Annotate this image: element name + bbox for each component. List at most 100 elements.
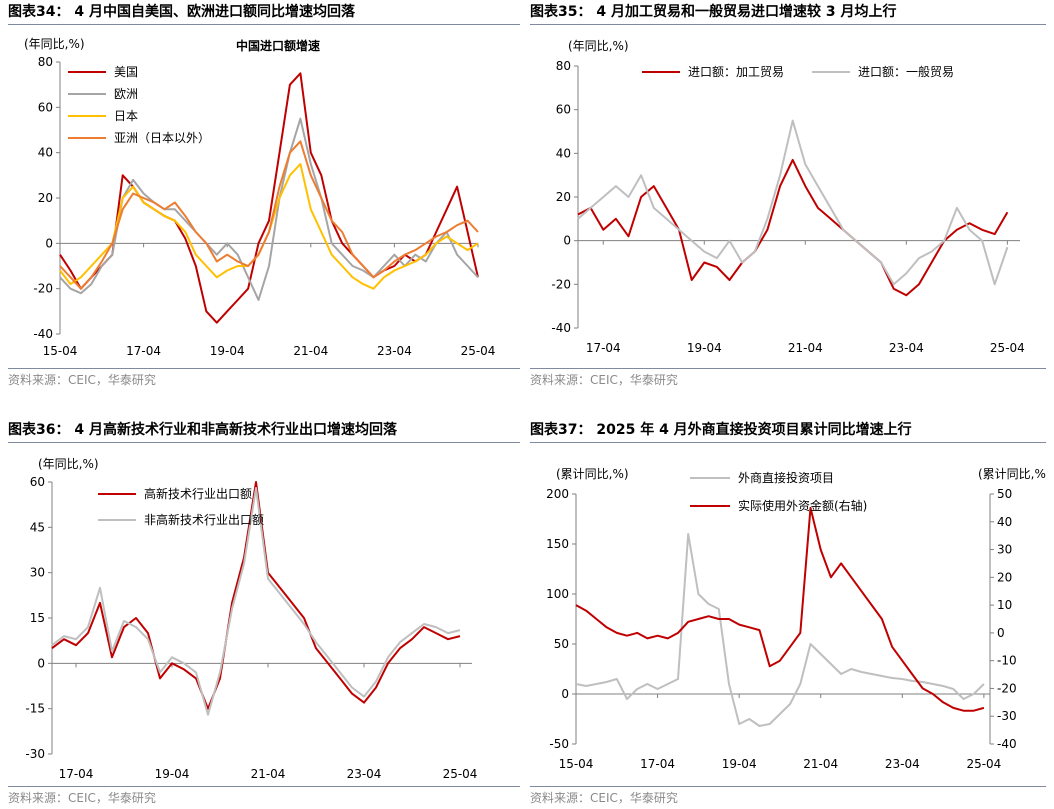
x-tick-label: 17-04 xyxy=(586,341,621,355)
legend-label: 非高新技术行业出口额 xyxy=(144,512,264,527)
figure-title: 图表34： 4 月中国自美国、欧洲进口额同比增速均回落 xyxy=(8,4,355,20)
y-tick-label: 0 xyxy=(37,656,45,670)
series-line-1 xyxy=(51,487,461,716)
y-tick-label: 100 xyxy=(546,587,569,601)
legend-label: 美国 xyxy=(114,65,138,79)
y-tick-label: -50 xyxy=(549,737,569,751)
y-tick-label: 45 xyxy=(30,520,45,534)
y-tick-label: -40 xyxy=(33,327,53,341)
y-tick-label-right: -20 xyxy=(997,681,1017,695)
source-note: 资料来源：CEIC，华泰研究 xyxy=(8,791,156,805)
x-tick-label: 25-04 xyxy=(966,757,1001,771)
x-tick-label: 21-04 xyxy=(788,341,823,355)
series-line-1 xyxy=(575,506,985,712)
y-tick-label-right: 20 xyxy=(997,570,1012,584)
y-axis-label: (年同比,%) xyxy=(24,37,85,51)
x-tick-label: 19-04 xyxy=(722,757,757,771)
chart-35-svg: -40 -20 0 20 40 60 80 17-04 19-04 21-04 23-04 25-04… xyxy=(551,39,1025,355)
legend-label: 高新技术行业出口额 xyxy=(144,486,252,501)
legend-label: 欧洲 xyxy=(114,87,138,101)
x-tick-label: 15-04 xyxy=(43,344,78,358)
figure-title: 图表36： 4 月高新技术行业和非高新技术行业出口增速均回落 xyxy=(8,422,397,438)
x-tick-label: 23-04 xyxy=(347,767,382,781)
x-tick-label: 19-04 xyxy=(687,341,722,355)
y-tick-label: -40 xyxy=(551,321,571,335)
x-tick-label: 21-04 xyxy=(251,767,286,781)
y-tick-label: 150 xyxy=(546,537,569,551)
x-tick-label: 17-04 xyxy=(640,757,675,771)
y-tick-label: -20 xyxy=(33,282,53,296)
y-tick-label: 20 xyxy=(38,191,53,205)
y-tick-label: 40 xyxy=(38,146,53,160)
figure-title: 图表37： 2025 年 4 月外商直接投资项目累计同比增速上行 xyxy=(530,422,912,438)
legend-label: 亚洲（日本以外） xyxy=(114,131,210,145)
y-axis-label: (年同比,%) xyxy=(568,39,629,53)
legend-label: 实际使用外资金额(右轴) xyxy=(738,498,867,513)
y-axis-label: (年同比,%) xyxy=(38,457,99,471)
y-tick-label: -15 xyxy=(25,702,45,716)
x-tick-label: 21-04 xyxy=(803,757,838,771)
x-tick-label: 21-04 xyxy=(293,344,328,358)
y-tick-label: 80 xyxy=(556,59,571,73)
series-line-0 xyxy=(577,158,1009,297)
chart-34-svg: -40 -20 0 20 40 60 80 15-04 17-04 19-04 21-04 23-04… xyxy=(24,37,496,358)
y-tick-label: 60 xyxy=(556,103,571,117)
source-note: 资料来源：CEIC，华泰研究 xyxy=(8,373,156,387)
chart-title: 中国进口额增速 xyxy=(236,38,320,53)
y-tick-label-right: 50 xyxy=(997,487,1012,501)
y-tick-label-right: 30 xyxy=(997,543,1012,557)
y-tick-label-right: -40 xyxy=(997,737,1017,751)
y-tick-label-right: 0 xyxy=(997,626,1005,640)
figure-title: 图表35： 4 月加工贸易和一般贸易进口增速较 3 月均上行 xyxy=(530,4,897,20)
legend-label: 外商直接投资项目 xyxy=(738,470,834,485)
y-tick-label: 0 xyxy=(561,687,569,701)
series-line-0 xyxy=(51,481,461,710)
y-tick-label: 60 xyxy=(30,475,45,489)
panel-chart-37: 图表37： 2025 年 4 月外商直接投资项目累计同比增速上行 -50 0 50 1… xyxy=(530,418,1046,809)
panel-chart-36: 图表36： 4 月高新技术行业和非高新技术行业出口增速均回落 -30 -15 0 15… xyxy=(8,418,520,809)
panel-chart-35: 图表35： 4 月加工贸易和一般贸易进口增速较 3 月均上行 -40 -20 0 20… xyxy=(530,0,1046,400)
y-axis-label-right: (累计同比,%) xyxy=(978,467,1046,481)
x-tick-label: 17-04 xyxy=(59,767,94,781)
x-tick-label: 19-04 xyxy=(155,767,190,781)
chart-37-svg: -50 0 50 100 150 200 -40 -30 -20 -10 0 10 20 30 40 50 15… xyxy=(546,467,1046,771)
y-tick-label-right: 40 xyxy=(997,515,1012,529)
series-line-0 xyxy=(59,72,479,324)
legend-label: 日本 xyxy=(114,109,138,123)
series-line-3 xyxy=(59,140,479,290)
y-tick-label: 200 xyxy=(546,487,569,501)
source-note: 资料来源：CEIC，华泰研究 xyxy=(530,373,678,387)
y-tick-label: 15 xyxy=(30,611,45,625)
x-tick-label: 25-04 xyxy=(461,344,496,358)
x-tick-label: 23-04 xyxy=(377,344,412,358)
x-tick-label: 23-04 xyxy=(889,341,924,355)
x-tick-label: 17-04 xyxy=(126,344,161,358)
x-tick-label: 15-04 xyxy=(559,757,594,771)
y-tick-label-right: -30 xyxy=(997,709,1017,723)
x-tick-label: 25-04 xyxy=(443,767,478,781)
y-tick-label: 50 xyxy=(554,637,569,651)
y-tick-label: 80 xyxy=(38,55,53,69)
y-tick-label: 20 xyxy=(556,190,571,204)
y-tick-label: -30 xyxy=(25,747,45,761)
series-line-0 xyxy=(575,533,985,727)
y-tick-label: 0 xyxy=(563,234,571,248)
chart-36-svg: -30 -15 0 15 30 45 60 17-04 19-04 21-04 23-04 25-04… xyxy=(25,457,478,781)
source-note: 资料来源：CEIC，华泰研究 xyxy=(530,791,678,805)
y-tick-label: -20 xyxy=(551,277,571,291)
y-tick-label: 0 xyxy=(45,236,53,250)
series-line-1 xyxy=(59,117,479,301)
series-line-1 xyxy=(577,119,1009,286)
x-tick-label: 23-04 xyxy=(885,757,920,771)
legend-label: 进口额：一般贸易 xyxy=(858,64,954,79)
y-tick-label: 30 xyxy=(30,566,45,580)
x-tick-label: 19-04 xyxy=(210,344,245,358)
y-tick-label: 40 xyxy=(556,146,571,160)
legend-label: 进口额：加工贸易 xyxy=(688,65,784,79)
y-tick-label-right: 10 xyxy=(997,598,1012,612)
panel-chart-34: 图表34： 4 月中国自美国、欧洲进口额同比增速均回落 -40 -20 0 20 40 6… xyxy=(8,0,520,400)
x-tick-label: 25-04 xyxy=(990,341,1025,355)
y-tick-label-right: -10 xyxy=(997,654,1017,668)
y-tick-label: 60 xyxy=(38,100,53,114)
y-axis-label: (累计同比,%) xyxy=(556,467,629,481)
